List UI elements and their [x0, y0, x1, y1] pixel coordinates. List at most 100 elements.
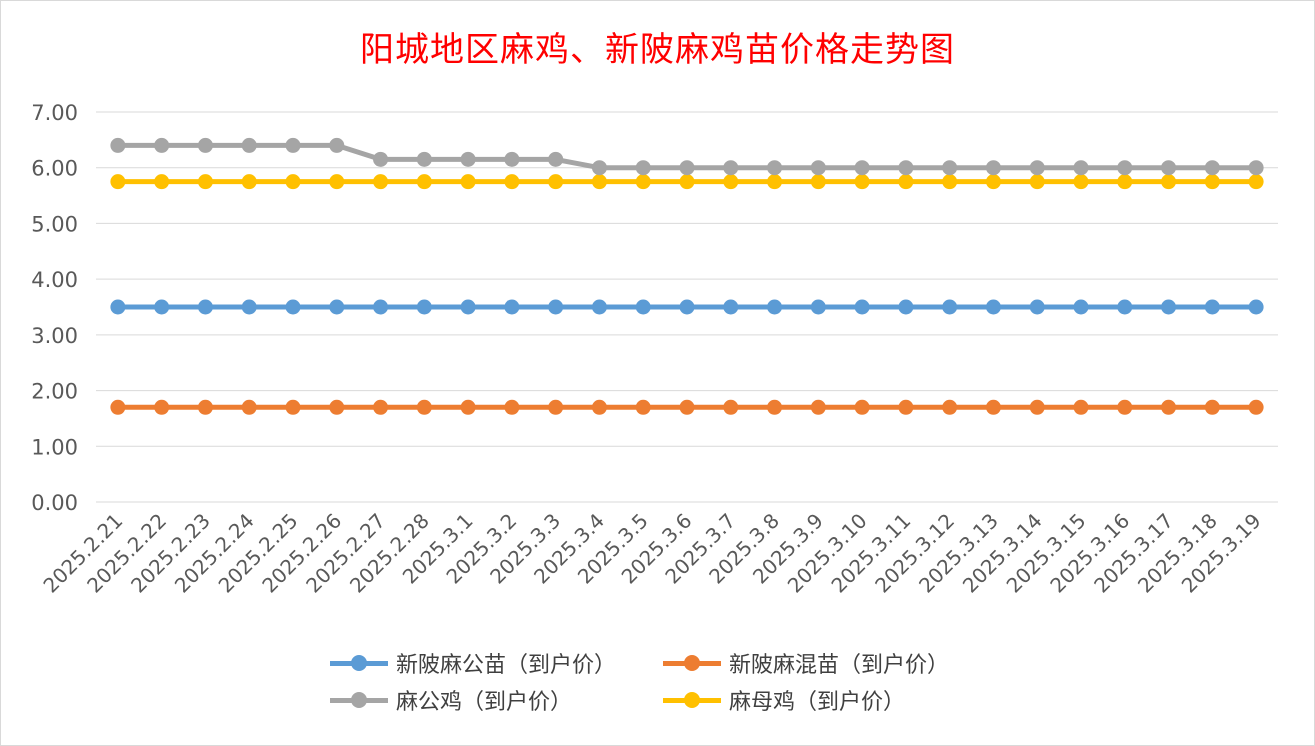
data-point	[854, 399, 870, 415]
data-point	[635, 399, 651, 415]
data-point	[1073, 160, 1089, 176]
legend-item-hen: 麻母鸡（到户价）	[663, 685, 905, 715]
data-point	[460, 151, 476, 167]
data-point	[416, 299, 432, 315]
data-point	[591, 174, 607, 190]
data-point	[854, 160, 870, 176]
data-point	[1073, 399, 1089, 415]
data-point	[110, 299, 126, 315]
data-point	[504, 299, 520, 315]
data-point	[898, 299, 914, 315]
y-tick-label: 3.00	[31, 324, 78, 348]
data-point	[285, 137, 301, 153]
data-point	[1204, 174, 1220, 190]
data-point	[1029, 299, 1045, 315]
data-point	[197, 174, 213, 190]
data-point	[110, 174, 126, 190]
data-point	[591, 399, 607, 415]
data-point	[241, 299, 257, 315]
legend-marker-icon	[330, 685, 388, 715]
data-point	[197, 137, 213, 153]
legend-label: 麻公鸡（到户价）	[396, 690, 573, 715]
data-point	[1117, 299, 1133, 315]
data-point	[854, 174, 870, 190]
data-point	[154, 399, 170, 415]
data-point	[416, 151, 432, 167]
y-tick-label: 4.00	[31, 268, 78, 292]
data-point	[1073, 299, 1089, 315]
data-point	[1248, 174, 1264, 190]
data-point	[373, 399, 389, 415]
data-point	[1248, 399, 1264, 415]
data-point	[460, 299, 476, 315]
data-point	[635, 299, 651, 315]
data-point	[723, 399, 739, 415]
data-point	[329, 174, 345, 190]
data-point	[679, 299, 695, 315]
data-point	[329, 299, 345, 315]
data-point	[373, 299, 389, 315]
data-point	[1161, 174, 1177, 190]
data-point	[504, 174, 520, 190]
data-point	[591, 299, 607, 315]
y-tick-label: 7.00	[31, 101, 78, 125]
data-point	[985, 160, 1001, 176]
data-point	[241, 137, 257, 153]
data-point	[285, 299, 301, 315]
data-point	[810, 160, 826, 176]
data-point	[416, 174, 432, 190]
data-point	[723, 299, 739, 315]
data-point	[1161, 299, 1177, 315]
data-point	[854, 299, 870, 315]
data-point	[548, 151, 564, 167]
data-point	[898, 399, 914, 415]
data-point	[1248, 160, 1264, 176]
data-point	[767, 399, 783, 415]
y-tick-label: 0.00	[31, 491, 78, 515]
y-tick-label: 2.00	[31, 380, 78, 404]
data-point	[723, 174, 739, 190]
data-point	[1029, 174, 1045, 190]
data-point	[197, 399, 213, 415]
data-point	[1117, 174, 1133, 190]
data-point	[110, 399, 126, 415]
data-point	[460, 399, 476, 415]
data-point	[942, 174, 958, 190]
legend-item-rooster: 麻公鸡（到户价）	[330, 685, 572, 715]
data-point	[767, 174, 783, 190]
data-point	[1117, 160, 1133, 176]
legend-label: 新陂麻公苗（到户价）	[396, 653, 617, 678]
data-point	[110, 137, 126, 153]
data-point	[635, 174, 651, 190]
data-point	[241, 174, 257, 190]
data-point	[548, 174, 564, 190]
data-point	[1029, 399, 1045, 415]
data-point	[1204, 160, 1220, 176]
legend-item-male-chick: 新陂麻公苗（到户价）	[330, 648, 616, 678]
legend-marker-icon	[663, 685, 721, 715]
data-point	[591, 160, 607, 176]
data-point	[898, 174, 914, 190]
legend-marker-icon	[330, 648, 388, 678]
data-point	[504, 399, 520, 415]
data-point	[985, 174, 1001, 190]
data-point	[197, 299, 213, 315]
data-point	[679, 160, 695, 176]
legend-marker-icon	[663, 648, 721, 678]
data-point	[285, 399, 301, 415]
data-point	[373, 174, 389, 190]
data-point	[767, 299, 783, 315]
data-point	[810, 399, 826, 415]
data-point	[810, 174, 826, 190]
data-point	[1248, 299, 1264, 315]
data-point	[1117, 399, 1133, 415]
data-point	[679, 174, 695, 190]
data-point	[548, 299, 564, 315]
data-point	[985, 299, 1001, 315]
data-point	[1204, 399, 1220, 415]
data-point	[1161, 399, 1177, 415]
data-point	[985, 399, 1001, 415]
data-point	[154, 174, 170, 190]
data-point	[942, 160, 958, 176]
